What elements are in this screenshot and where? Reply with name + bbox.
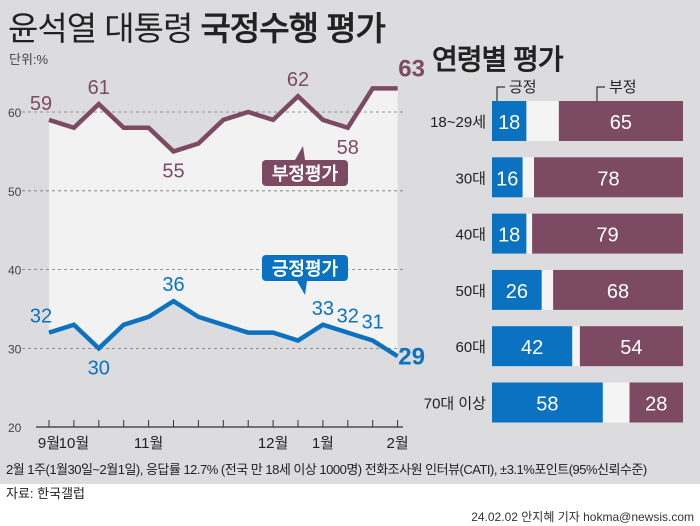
data-label: 32: [337, 306, 359, 328]
data-label: 58: [337, 137, 359, 159]
data-label: 33: [312, 298, 334, 320]
series-line-negative: [48, 86, 398, 154]
data-label: 55: [162, 160, 184, 182]
bar-positive: [492, 101, 527, 141]
bar-value-negative: 78: [597, 168, 619, 190]
bar-positive: [492, 382, 603, 423]
bar-value-negative: 65: [610, 112, 632, 134]
callout-tail: [295, 146, 305, 160]
bar-value-positive: 18: [498, 112, 520, 134]
bar-negative: [629, 382, 683, 423]
newsis-logo: NEWSIS: [550, 480, 675, 513]
series-callout: 긍정평가: [272, 259, 339, 279]
data-label: 31: [362, 312, 384, 334]
bar-positive: [492, 269, 542, 310]
page-title: 윤석열 대통령 국정수행 평가: [8, 2, 386, 50]
series-callout-box: [262, 160, 348, 186]
data-label: 29: [398, 343, 425, 370]
source: 자료: 한국갤럽: [6, 486, 85, 501]
category-label: 70대 이상: [424, 396, 486, 413]
plot-band: [49, 88, 398, 357]
x-tick-label: 9월: [38, 435, 60, 452]
bar-negative: [534, 157, 683, 198]
legend-bracket: [596, 86, 605, 103]
title-light: 윤석열 대통령: [8, 10, 193, 47]
bar-value-positive: 18: [498, 225, 520, 247]
category-label: 40대: [456, 227, 487, 244]
bar-value-positive: 58: [536, 394, 558, 416]
legend-label: 긍정: [509, 79, 537, 96]
y-tick-label: 50: [8, 185, 22, 199]
data-label: 59: [30, 93, 52, 115]
category-label: 18~29세: [430, 114, 486, 131]
bar-positive: [492, 157, 523, 198]
bar-positive: [492, 326, 573, 367]
category-label: 50대: [456, 283, 487, 300]
x-tick-label: 10월: [59, 435, 90, 452]
bar-value-negative: 68: [607, 281, 629, 303]
x-tick-label: 1월: [312, 435, 334, 452]
legend-label: 부정: [609, 79, 637, 96]
data-label: 36: [162, 274, 184, 296]
series-callout-box: [262, 255, 348, 281]
data-label: 32: [30, 306, 52, 328]
bar-negative: [532, 213, 683, 254]
y-tick-label: 30: [8, 342, 22, 356]
data-label: 61: [88, 77, 110, 99]
y-tick-label: 60: [8, 106, 22, 120]
bar-value-negative: 54: [620, 337, 642, 359]
bar-value-negative: 28: [645, 394, 667, 416]
y-tick-label: 20: [8, 421, 22, 435]
data-label: 30: [88, 357, 110, 379]
age-chart-title: 연령별 평가: [432, 44, 564, 75]
x-tick-label: 12월: [258, 435, 289, 452]
bar-value-positive: 42: [521, 337, 543, 359]
bar-value-positive: 16: [496, 168, 518, 190]
bar-negative: [558, 101, 683, 141]
title-bold: 국정수행 평가: [200, 10, 386, 47]
bar-negative: [553, 269, 683, 310]
bar-value-positive: 26: [506, 281, 528, 303]
data-label: 63: [398, 55, 425, 82]
unit-label: 단위:%: [9, 52, 49, 67]
bar-value-negative: 79: [596, 225, 618, 247]
x-tick-label: 11월: [134, 435, 163, 452]
series-line-positive: [48, 298, 399, 359]
survey-note: 2월 1주(1월30일~2월1일), 응답률 12.7% (전국 만 18세 이…: [6, 462, 647, 477]
series-callout: 부정평가: [272, 164, 339, 184]
legend-bracket: [496, 86, 505, 103]
callout-tail: [297, 281, 307, 295]
x-tick-label: 2월: [387, 435, 409, 452]
y-tick-label: 40: [8, 264, 22, 278]
data-label: 62: [287, 69, 309, 91]
category-label: 30대: [456, 170, 487, 187]
category-label: 60대: [456, 339, 487, 356]
credit: 24.02.02 안지혜 기자 hokma@newsis.com: [471, 510, 694, 524]
bar-negative: [579, 326, 683, 367]
bar-positive: [492, 213, 527, 254]
